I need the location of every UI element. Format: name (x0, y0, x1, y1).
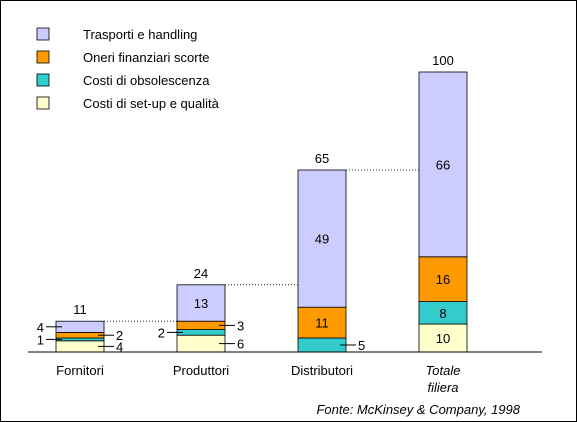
x-tick-label: Distributori (291, 363, 353, 378)
total-label: 11 (73, 302, 87, 317)
segment-label: 3 (237, 318, 244, 333)
bar-segment-3-0 (418, 323, 468, 353)
bar-segment-1-2 (176, 320, 226, 331)
segment-label: 11 (315, 316, 329, 331)
source-note: Fonte: McKinsey & Company, 1998 (316, 402, 520, 417)
segment-label: 10 (436, 331, 450, 346)
legend-label: Oneri finanziari scorte (83, 50, 209, 65)
legend-label: Costi di obsolescenza (83, 73, 210, 88)
legend-label: Trasporti e handling (83, 27, 197, 42)
legend-swatch (36, 50, 50, 64)
bar-segment-0-0 (55, 340, 105, 353)
bar-segment-2-2 (297, 306, 347, 339)
legend: Trasporti e handling Oneri finanziari sco… (36, 27, 220, 111)
legend-swatch (36, 73, 50, 87)
segment-label: 66 (436, 157, 450, 172)
segment-label: 16 (436, 272, 450, 287)
segment-label: 1 (37, 332, 44, 347)
x-axis-labels: Fornitori Produttori Distributori Totale fil… (56, 363, 460, 395)
segment-label: 2 (116, 328, 123, 343)
x-tick-label: Totale (426, 363, 461, 378)
bar-segment-3-3 (418, 71, 468, 258)
segment-label: 4 (37, 320, 44, 335)
bar-segment-2-3 (297, 169, 347, 308)
connectors (104, 169, 419, 322)
total-label: 65 (315, 151, 329, 166)
x-tick-label: filiera (427, 380, 458, 395)
bar-segment-1-1 (176, 329, 226, 336)
segment-label: 2 (158, 325, 165, 340)
legend-label: Costi di set-up e qualità (83, 96, 220, 111)
total-label: 100 (432, 53, 454, 68)
x-tick-label: Produttori (173, 363, 229, 378)
bar-segment-0-2 (55, 331, 105, 339)
x-tick-label: Fornitori (56, 363, 104, 378)
bar-segment-0-3 (55, 320, 105, 333)
segment-label: 5 (358, 338, 365, 353)
bar-segment-2-1 (297, 337, 347, 353)
segment-label: 4 (116, 339, 123, 354)
segment-label: 49 (315, 232, 329, 247)
bar-segment-0-1 (55, 337, 105, 342)
legend-swatch (36, 96, 50, 110)
segment-label: 13 (194, 296, 208, 311)
bar-segment-1-0 (176, 334, 226, 353)
legend-swatch (36, 27, 50, 41)
bar-segment-1-3 (176, 284, 226, 322)
total-label: 24 (194, 266, 208, 281)
segment-label: 6 (237, 337, 244, 352)
segment-label: 8 (439, 306, 446, 321)
